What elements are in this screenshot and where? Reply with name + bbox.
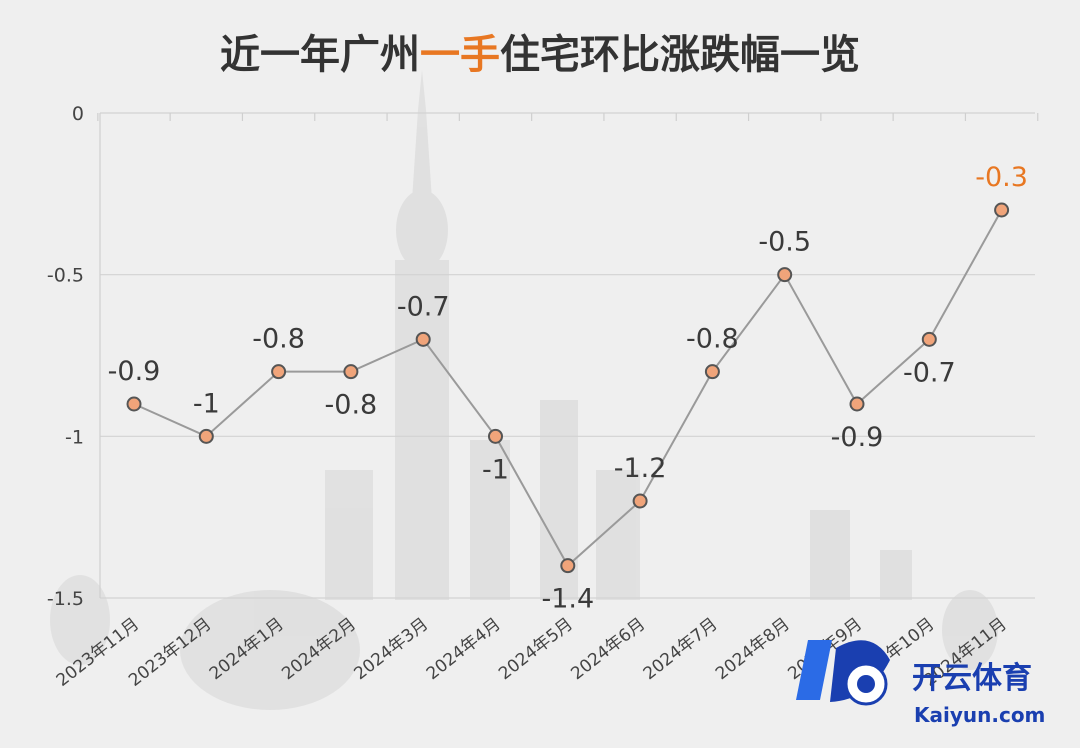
- data-point-layer: [126, 202, 1010, 574]
- chart-title: 近一年广州一手住宅环比涨跌幅一览: [220, 32, 860, 78]
- data-point: [777, 267, 793, 283]
- x-tick-label: 2024年7月: [640, 614, 722, 684]
- data-label: -0.5: [758, 227, 811, 258]
- data-label: -0.7: [903, 357, 956, 388]
- grid-layer: [97, 112, 1039, 599]
- data-label: -0.9: [831, 422, 884, 453]
- data-point: [271, 364, 287, 380]
- chart-title-part: 近一年广州: [220, 32, 420, 78]
- data-point: [560, 558, 576, 574]
- data-point: [849, 396, 865, 412]
- data-label: -0.8: [252, 324, 305, 355]
- brand-logo-icon: [796, 640, 890, 706]
- data-label: -1: [482, 454, 509, 485]
- data-label: -0.8: [325, 390, 378, 421]
- data-point: [343, 364, 359, 380]
- data-label: -1: [193, 388, 220, 419]
- y-tick-label: -1: [65, 426, 84, 448]
- data-point: [126, 396, 142, 412]
- data-point: [415, 331, 431, 347]
- data-point: [994, 202, 1010, 218]
- data-point: [632, 493, 648, 509]
- data-point: [198, 428, 214, 444]
- x-tick-label: 2024年8月: [712, 614, 794, 684]
- data-label: -0.3: [975, 162, 1028, 193]
- data-point: [488, 428, 503, 444]
- data-point: [704, 364, 720, 380]
- brand-name-en: Kaiyun.com: [914, 703, 1045, 727]
- y-tick-label: -0.5: [47, 265, 84, 287]
- brand-name-cn: 开云体育: [912, 661, 1032, 696]
- data-label: -0.7: [397, 291, 450, 322]
- y-tick-label: 0: [72, 103, 84, 125]
- data-label: -0.8: [686, 324, 739, 355]
- chart-title-part: 一手: [420, 32, 500, 78]
- y-tick-label: -1.5: [47, 588, 84, 610]
- x-tick-label: 2024年6月: [567, 614, 649, 684]
- x-tick-label: 2024年4月: [423, 614, 505, 684]
- y-axis-ticks: 0 -0.5 -1 -1.5: [47, 103, 84, 610]
- skyline-background: [50, 70, 998, 710]
- data-label-layer: -0.9 -1 -0.8 -0.8 -0.7 -1 -1.4 -1.2 -0.8 -0.5 -0.9…: [108, 162, 1028, 615]
- x-tick-label: 2024年3月: [351, 614, 433, 684]
- watermark-logo: 开云体育 Kaiyun.com: [796, 640, 1045, 727]
- x-tick-label: 2024年5月: [495, 614, 577, 684]
- data-label: -0.9: [108, 356, 161, 387]
- chart-title-part: 住宅环比涨跌幅一览: [500, 32, 860, 78]
- data-label: -1.2: [614, 453, 667, 484]
- data-label: -1.4: [541, 584, 594, 615]
- data-point: [921, 331, 937, 347]
